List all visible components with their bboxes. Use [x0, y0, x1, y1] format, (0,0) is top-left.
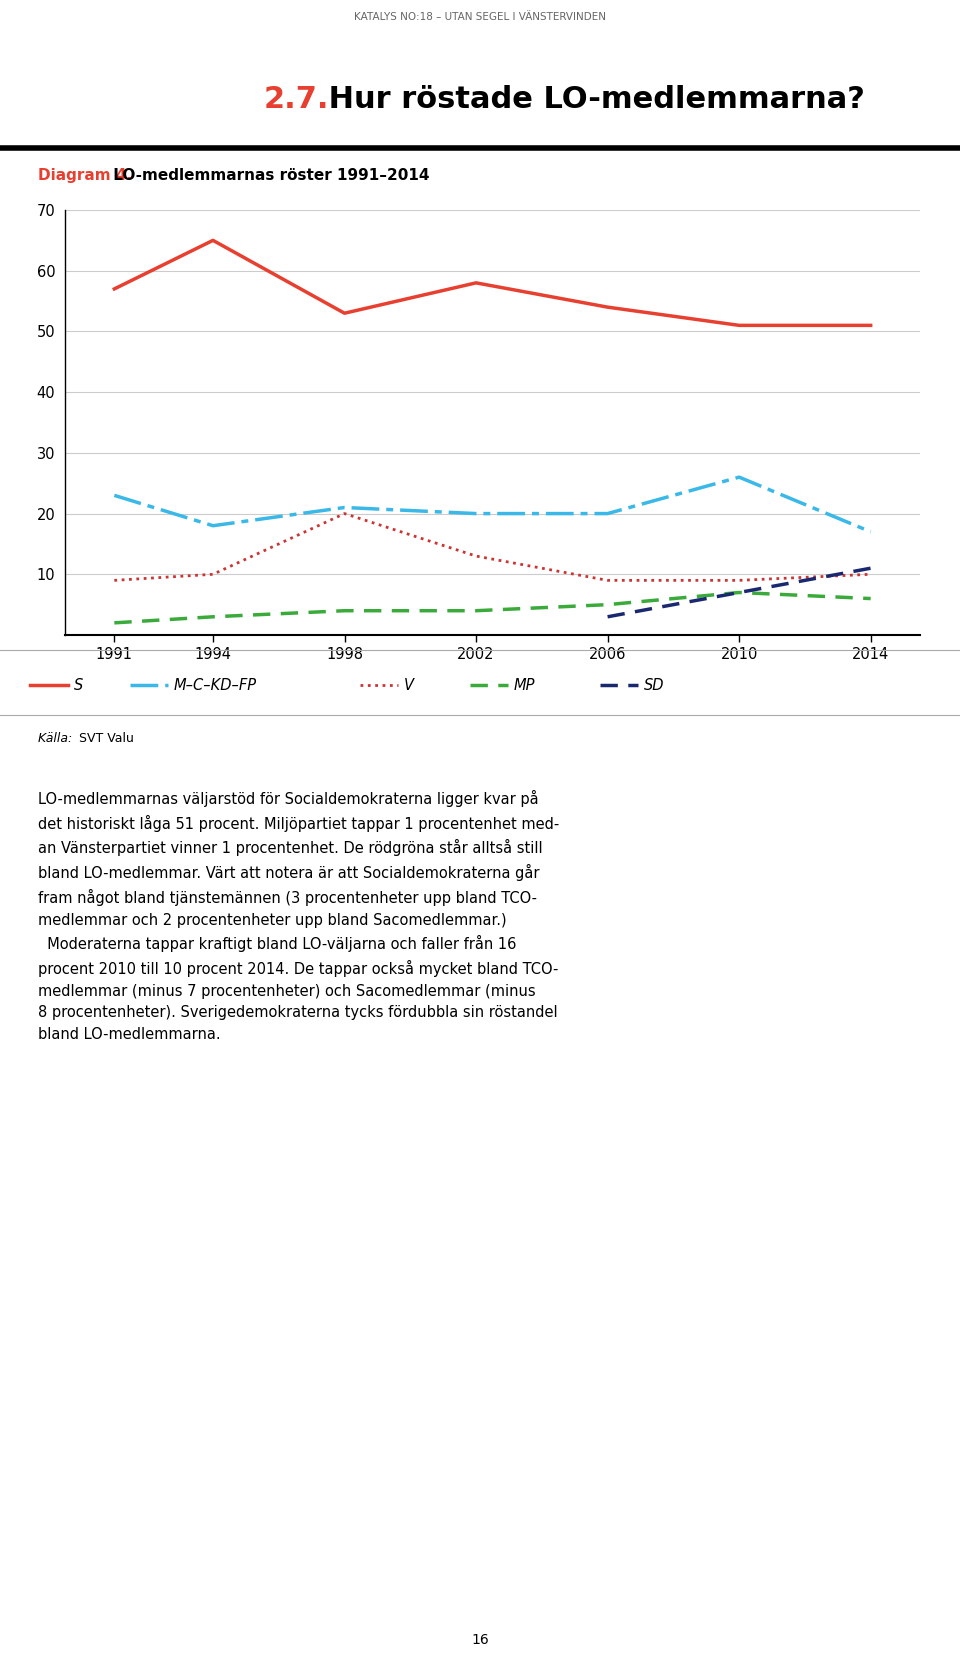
Text: 2.7.: 2.7. [264, 86, 329, 114]
Text: KATALYS NO:18 – UTAN SEGEL I VÄNSTERVINDEN: KATALYS NO:18 – UTAN SEGEL I VÄNSTERVIND… [354, 12, 606, 22]
Text: Diagram 4.: Diagram 4. [38, 168, 132, 183]
Text: 16: 16 [471, 1633, 489, 1647]
Text: M–C–KD–FP: M–C–KD–FP [174, 678, 257, 693]
Text: SD: SD [644, 678, 664, 693]
Text: LO-medlemmarnas röster 1991–2014: LO-medlemmarnas röster 1991–2014 [108, 168, 430, 183]
Text: SVT Valu: SVT Valu [79, 731, 133, 745]
Text: S: S [74, 678, 84, 693]
Text: LO-medlemmarnas väljarstöd för Socialdemokraterna ligger kvar på
det historiskt : LO-medlemmarnas väljarstöd för Socialdem… [38, 790, 560, 1041]
Text: MP: MP [514, 678, 536, 693]
Text: Källa:: Källa: [38, 731, 77, 745]
Text: Hur röstade LO-medlemmarna?: Hur röstade LO-medlemmarna? [318, 86, 865, 114]
Text: V: V [404, 678, 414, 693]
